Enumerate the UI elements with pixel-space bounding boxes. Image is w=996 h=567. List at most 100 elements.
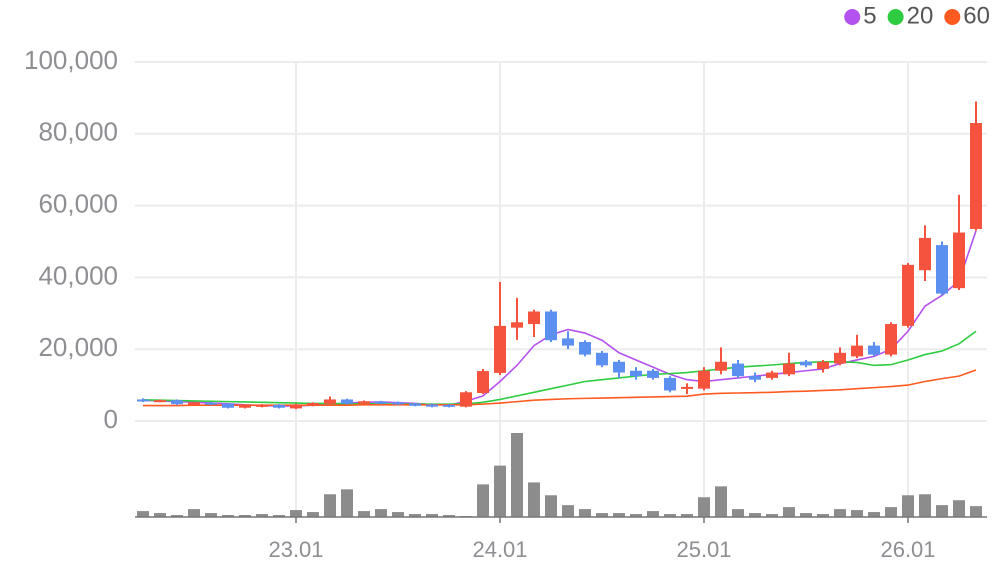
candle-body <box>273 404 285 408</box>
candle-body <box>613 361 625 373</box>
ma-line <box>143 369 977 407</box>
legend-dot <box>844 9 861 25</box>
candle-body <box>766 372 778 378</box>
x-tick-label: 26.01 <box>880 537 935 562</box>
volume-bar <box>562 505 574 517</box>
volume-bar <box>290 510 302 517</box>
volume-bar <box>800 513 812 517</box>
volume-bar <box>630 514 642 517</box>
volume-bar <box>647 511 659 517</box>
volume-bar <box>817 514 829 517</box>
legend-dot <box>887 9 904 25</box>
legend-label: 20 <box>907 2 934 29</box>
volume-bar <box>749 513 761 517</box>
candle-body <box>171 400 183 405</box>
candle-body <box>562 338 574 346</box>
volume-bar <box>681 514 693 517</box>
volume-bar <box>154 513 166 517</box>
candle-body <box>460 392 472 407</box>
candle-body <box>154 400 166 403</box>
volume-bar <box>613 513 625 517</box>
volume-bar <box>715 486 727 517</box>
volume-bar <box>307 512 319 517</box>
volume-bar <box>494 465 506 517</box>
candle-body <box>409 403 421 406</box>
legend-label: 5 <box>863 2 876 29</box>
volume-bar <box>919 494 931 517</box>
candle-body <box>953 232 965 289</box>
candle-body <box>392 402 404 405</box>
candle-body <box>222 403 234 408</box>
volume-bar <box>970 506 982 517</box>
candle-body <box>783 363 795 375</box>
volume-bar <box>902 495 914 517</box>
ma-line <box>142 230 977 407</box>
candle-body <box>324 399 336 404</box>
volume-bar <box>698 497 710 517</box>
candle-body <box>205 402 217 405</box>
volume-bar <box>256 514 268 517</box>
candle-body <box>630 370 642 377</box>
volume-bar <box>358 511 370 517</box>
candle-body <box>970 123 982 229</box>
y-tick-label: 20,000 <box>38 332 118 362</box>
volume-bar <box>766 514 778 517</box>
candle-body <box>647 370 659 378</box>
volume-bar <box>222 515 234 517</box>
candle-body <box>596 352 608 366</box>
candle-body <box>902 264 914 326</box>
candle-body <box>477 371 489 393</box>
candle-body <box>528 311 540 325</box>
volume-bar <box>205 513 217 517</box>
candle-body <box>936 245 948 294</box>
y-tick-label: 40,000 <box>38 260 118 290</box>
volume-bar <box>834 509 846 517</box>
candle-body <box>545 311 557 341</box>
y-tick-label: 100,000 <box>24 45 118 75</box>
candle-body <box>307 403 319 406</box>
candle-body <box>749 376 761 380</box>
volume-bar <box>137 511 149 517</box>
volume-bar <box>868 512 880 517</box>
candle-body <box>868 345 880 355</box>
volume-bar <box>171 515 183 517</box>
candle-body <box>188 402 200 405</box>
candle-body <box>426 404 438 407</box>
volume-bar <box>375 509 387 517</box>
x-tick-label: 25.01 <box>676 537 731 562</box>
volume-bar <box>545 495 557 517</box>
candle-body <box>919 237 931 271</box>
candle-body <box>290 404 302 409</box>
volume-bar <box>953 500 965 517</box>
legend-dot <box>944 9 961 25</box>
volume-bar <box>851 510 863 517</box>
candle-body <box>375 401 387 404</box>
volume-bar <box>579 509 591 517</box>
candle-body <box>732 363 744 377</box>
candle-body <box>256 404 268 407</box>
y-tick-label: 0 <box>104 404 118 434</box>
candle-body <box>239 405 251 408</box>
volume-bar <box>732 509 744 517</box>
x-tick-label: 24.01 <box>472 537 527 562</box>
volume-bar <box>477 484 489 517</box>
volume-bar <box>426 514 438 517</box>
candle-body <box>851 345 863 357</box>
volume-bar <box>188 509 200 517</box>
candle-body <box>511 322 523 328</box>
volume-bar <box>528 482 540 517</box>
candle-body <box>137 399 149 402</box>
volume-bar <box>511 433 523 517</box>
volume-bar <box>664 514 676 517</box>
volume-bar <box>239 515 251 517</box>
legend-label: 60 <box>963 2 990 29</box>
candle-body <box>834 352 846 364</box>
volume-bar <box>443 515 455 517</box>
candle-body <box>698 370 710 389</box>
candle-body <box>443 404 455 407</box>
volume-bar <box>273 515 285 517</box>
candle-body <box>681 386 693 389</box>
volume-bar <box>783 507 795 517</box>
